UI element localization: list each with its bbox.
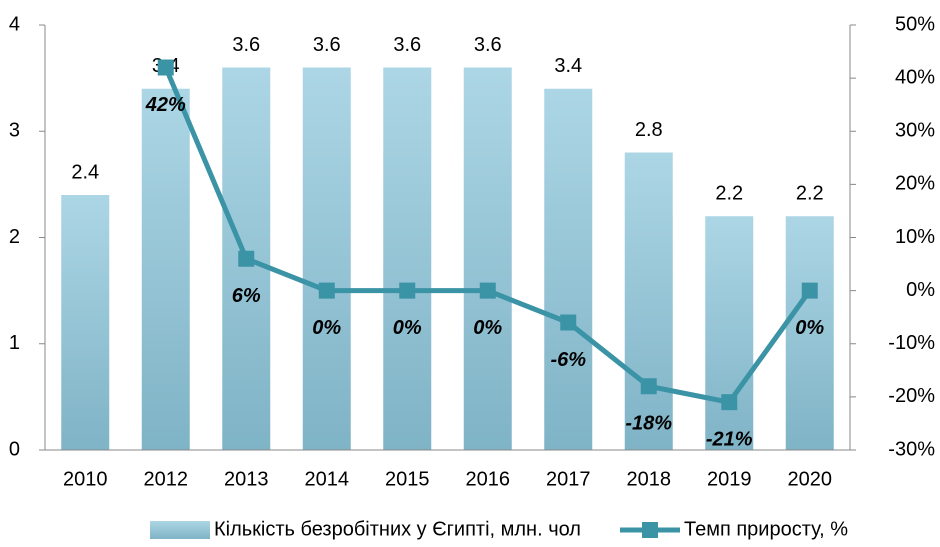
y2-tick-label: 40% [895,66,935,88]
x-tick-label: 2015 [385,468,430,490]
line-marker [640,378,657,395]
x-tick-label: 2019 [707,468,752,490]
bar [785,216,834,450]
bar [463,67,512,450]
y2-tick-label: 30% [895,120,935,142]
bar-value-label: 2.2 [715,183,743,205]
x-tick-label: 2017 [546,468,591,490]
bar-value-label: 2.4 [71,161,99,183]
bar [624,152,673,450]
legend-swatch [150,521,210,539]
y2-tick-label: 10% [895,226,935,248]
line-marker [399,282,416,299]
bar-value-label: 2.8 [635,119,663,141]
line-marker [721,394,738,411]
line-marker [560,314,577,331]
legend-label: Темп приросту, % [684,518,848,540]
line-value-label: 0% [795,317,824,339]
line-marker [238,250,255,267]
x-tick-label: 2012 [144,468,189,490]
y-tick-label: 0 [9,438,20,460]
y2-tick-label: -10% [888,332,935,354]
y-tick-label: 4 [9,13,20,35]
bar [61,195,110,450]
legend-label: Кількість безробітних у Єгипті, млн. чол [214,518,581,540]
line-value-label: 0% [393,317,422,339]
line-marker [157,59,174,76]
x-tick-label: 2014 [305,468,350,490]
bar [383,67,432,450]
x-tick-label: 2020 [788,468,833,490]
line-value-label: 0% [473,317,502,339]
y2-tick-label: -20% [888,385,935,407]
x-tick-label: 2010 [63,468,108,490]
y2-tick-label: 50% [895,13,935,35]
bar [141,88,190,450]
bar-value-label: 3.6 [474,34,502,56]
bar [705,216,754,450]
bar-value-label: 2.2 [796,183,824,205]
bar-value-label: 3.6 [232,34,260,56]
y-tick-label: 1 [9,332,20,354]
y2-tick-label: 0% [906,279,935,301]
line-value-label: 42% [145,94,186,116]
line-value-label: -18% [625,413,672,435]
y2-tick-label: -30% [888,438,935,460]
bar-value-label: 3.4 [554,55,582,77]
bar-value-label: 3.6 [393,34,421,56]
line-marker [318,282,335,299]
legend-marker [642,522,658,538]
line-value-label: 0% [312,317,341,339]
line-marker [801,282,818,299]
line-value-label: -6% [550,349,586,371]
y-tick-label: 3 [9,120,20,142]
bar [302,67,351,450]
bar-value-label: 3.6 [313,34,341,56]
line-value-label: -21% [706,428,753,450]
line-value-label: 6% [232,285,261,307]
y2-tick-label: 20% [895,173,935,195]
y-tick-label: 2 [9,226,20,248]
x-tick-label: 2016 [466,468,511,490]
bar [544,88,593,450]
x-tick-label: 2013 [224,468,269,490]
x-tick-label: 2018 [627,468,672,490]
line-marker [479,282,496,299]
